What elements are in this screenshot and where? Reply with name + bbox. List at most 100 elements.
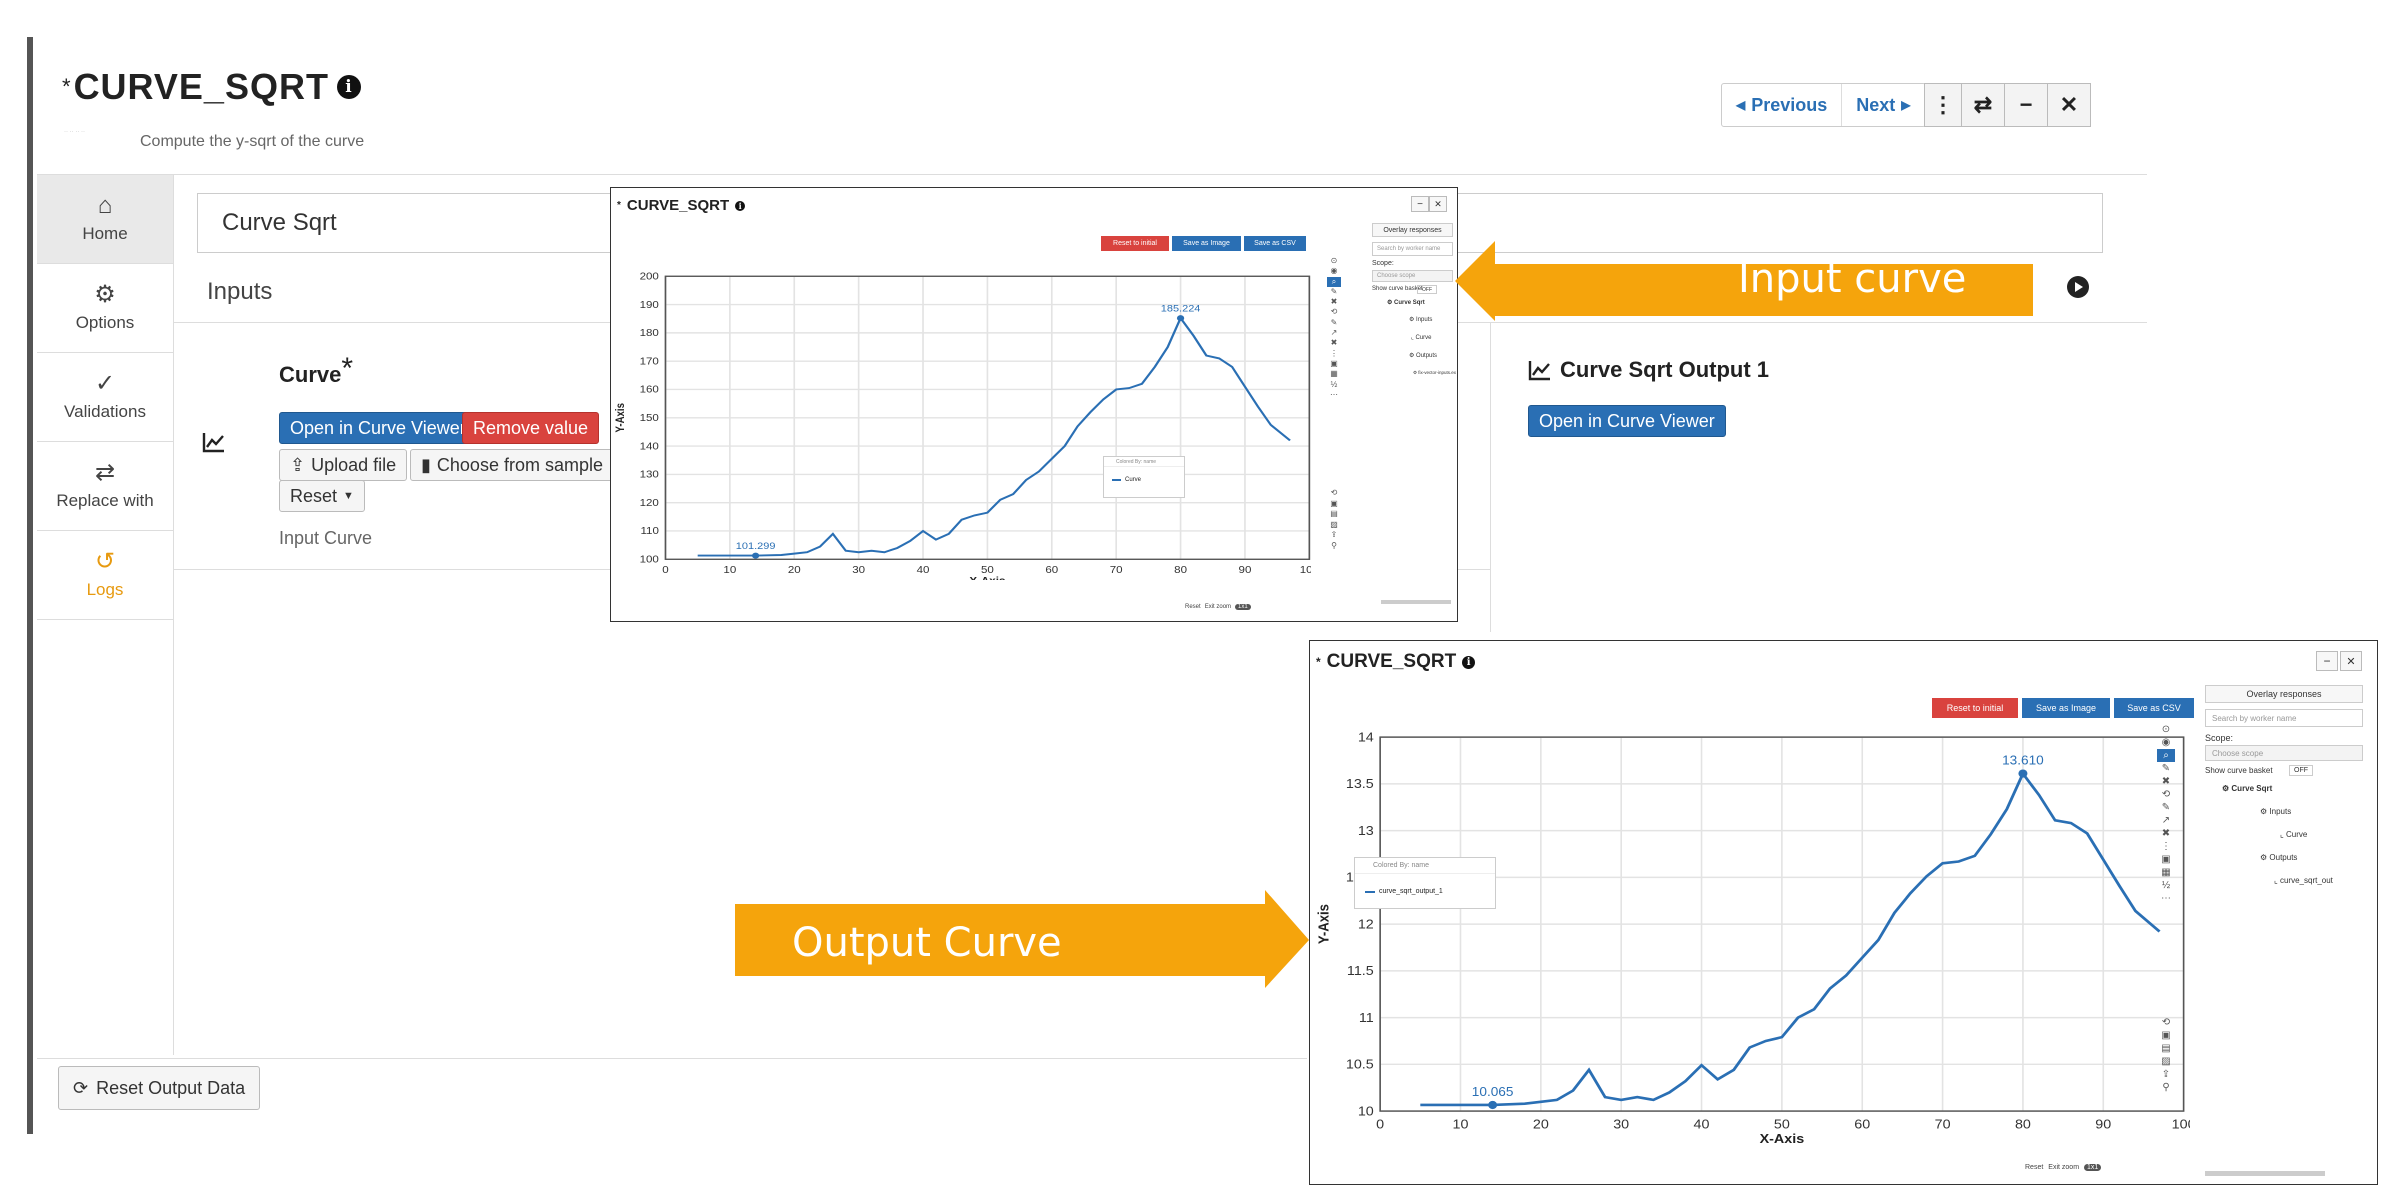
sidebar-item-label: Validations xyxy=(64,402,146,421)
x-tick-label: 10 xyxy=(723,565,736,576)
colored-by-header[interactable]: Colored By: name xyxy=(1355,858,1495,874)
tree-output-item-label: curve_sqrt_out xyxy=(2279,876,2333,885)
reset-dropdown-button[interactable]: Reset ▼ xyxy=(279,480,365,512)
marker-point xyxy=(2018,769,2028,778)
tree-input-item[interactable]: ⌞ Curve xyxy=(1411,334,1432,341)
tool-icon: ✎ xyxy=(1330,317,1338,327)
chart-line-icon: ⌞ xyxy=(1411,335,1414,341)
curve-basket-toggle[interactable]: OFF xyxy=(1417,285,1437,294)
chart-tool-strip[interactable]: ⊙ ◉ ⌕ ✎ ✖ ⟲ ✎ ↗ ✖ ⋮ ▣ ▦ ½ ⋯ xyxy=(1327,256,1341,400)
marker-point xyxy=(752,552,760,559)
modified-indicator: * xyxy=(617,200,621,211)
tree-scrollbar[interactable] xyxy=(1381,600,1451,604)
sidebar-item-replace-with[interactable]: ⇄ Replace with xyxy=(37,442,173,531)
tree-root[interactable]: ⚙ Curve Sqrt xyxy=(2222,784,2273,793)
refresh-icon: ⟳ xyxy=(73,1077,89,1098)
exit-zoom-button[interactable]: Exit zoom xyxy=(1204,604,1232,610)
legend-box[interactable]: Colored By: name Curve xyxy=(1103,456,1185,498)
sidebar-item-validations[interactable]: ✓ Validations xyxy=(37,353,173,442)
tree-root[interactable]: ⚙ Curve Sqrt xyxy=(1387,300,1425,306)
tool-icon: ⇪ xyxy=(2161,1069,2171,1080)
tree-output-item[interactable]: ⚙ fix-vector-inputs.ex xyxy=(1413,370,1457,375)
tree-inputs-label: Inputs xyxy=(2269,807,2292,816)
choose-from-sample-button[interactable]: ▮ Choose from sample xyxy=(410,449,614,481)
info-icon[interactable]: i xyxy=(735,200,746,211)
sidebar-item-options[interactable]: ⚙ Options xyxy=(37,264,173,353)
popup-title-text: CURVE_SQRT xyxy=(626,197,730,214)
sidebar-item-logs[interactable]: ↺ Logs xyxy=(37,531,173,620)
legend-item[interactable]: curve_sqrt_output_1 xyxy=(1365,888,1443,895)
sidebar-item-home[interactable]: ⌂ Home xyxy=(37,175,173,264)
legend-item[interactable]: Curve xyxy=(1112,477,1141,483)
scale-toggle[interactable]: 1x1 xyxy=(1235,604,1251,610)
minimize-button[interactable]: − xyxy=(2004,83,2048,127)
curve-basket-toggle[interactable]: OFF xyxy=(2289,765,2313,776)
popup-close-button[interactable]: ✕ xyxy=(2340,651,2362,671)
chart-reset-button[interactable]: Reset xyxy=(1185,604,1201,610)
tree-inputs-label: Inputs xyxy=(1416,317,1433,323)
window-left-edge xyxy=(27,37,33,1134)
curve-input-label: Curve* xyxy=(279,352,353,396)
previous-label: Previous xyxy=(1751,94,1828,115)
swap-button[interactable]: ⇄ xyxy=(1961,83,2005,127)
scope-select[interactable]: Choose scope xyxy=(1372,270,1453,282)
legend-box[interactable]: Colored By: name curve_sqrt_output_1 xyxy=(1354,857,1496,909)
overlay-responses-button[interactable]: Overlay responses xyxy=(1372,223,1453,237)
chart-tool-strip[interactable]: ⊙ ◉ ⌕ ✎ ✖ ⟲ ✎ ↗ ✖ ⋮ ▣ ▦ ½ ⋯ xyxy=(2157,723,2175,905)
popup-minimize-button[interactable]: − xyxy=(1411,196,1429,212)
x-axis-label: X-Axis xyxy=(969,576,1005,580)
worker-search-input[interactable]: Search by worker name xyxy=(1372,242,1453,256)
output-open-curve-viewer-button[interactable]: Open in Curve Viewer xyxy=(1528,405,1726,437)
output-title-text: Curve Sqrt Output 1 xyxy=(1560,357,1770,382)
colored-by-header[interactable]: Colored By: name xyxy=(1104,457,1184,467)
close-icon: ✕ xyxy=(2059,92,2079,117)
tree-inputs-node[interactable]: ⚙ Inputs xyxy=(1409,317,1433,323)
save-as-csv-button[interactable]: Save as CSV xyxy=(1244,236,1306,251)
tool-icon: ▤ xyxy=(1330,509,1338,518)
save-as-image-button[interactable]: Save as Image xyxy=(2022,698,2110,718)
chart-tool-strip-2[interactable]: ⟲ ▣ ▤ ▨ ⇪ ⚲ xyxy=(2157,1016,2175,1094)
tree-outputs-node[interactable]: ⚙ Outputs xyxy=(1409,353,1438,359)
scope-select[interactable]: Choose scope xyxy=(2205,745,2363,761)
info-icon[interactable]: i xyxy=(336,75,361,99)
chart-tool-strip-2[interactable]: ⟲ ▣ ▤ ▨ ⇪ ⚲ xyxy=(1327,488,1341,551)
next-button[interactable]: Next ▶ xyxy=(1842,84,1924,126)
popup-minimize-button[interactable]: − xyxy=(2316,651,2338,671)
tree-input-item[interactable]: ⌞ Curve xyxy=(2280,830,2307,839)
input-curve-banner-label: Input curve xyxy=(1738,256,1967,302)
tree-outputs-node[interactable]: ⚙ Outputs xyxy=(2260,853,2298,862)
chart-reset-button[interactable]: Reset xyxy=(2025,1164,2044,1171)
x-tick-label: 40 xyxy=(917,565,930,576)
tree-input-item-label: Curve xyxy=(1415,335,1432,341)
tree-inputs-node[interactable]: ⚙ Inputs xyxy=(2260,807,2292,816)
worker-search-input[interactable]: Search by worker name xyxy=(2205,709,2363,727)
upload-file-button[interactable]: ⇪ Upload file xyxy=(279,449,408,481)
series-line xyxy=(697,315,1291,557)
overlay-responses-button[interactable]: Overlay responses xyxy=(2205,685,2363,703)
close-button[interactable]: ✕ xyxy=(2047,83,2091,127)
tool-icon: ◉ xyxy=(2161,737,2171,748)
exit-zoom-button[interactable]: Exit zoom xyxy=(2048,1164,2080,1171)
scale-toggle[interactable]: 1x1 xyxy=(2084,1164,2102,1171)
x-tick-label: 90 xyxy=(2095,1117,2111,1131)
save-as-csv-button[interactable]: Save as CSV xyxy=(2114,698,2194,718)
save-as-image-button[interactable]: Save as Image xyxy=(1172,236,1241,251)
tool-icon: ⋮ xyxy=(2161,841,2171,852)
popup-close-button[interactable]: ✕ xyxy=(1429,196,1447,212)
y-tick-label: 140 xyxy=(640,441,659,452)
reset-to-initial-button[interactable]: Reset to initial xyxy=(1101,236,1169,251)
output-curve-chart[interactable]: 01020304050607080901001010.51111.51212.5… xyxy=(1310,676,2190,1146)
tree-scrollbar[interactable] xyxy=(2205,1171,2325,1176)
more-options-button[interactable]: ⋮ xyxy=(1924,83,1962,127)
chart-line-icon xyxy=(202,431,226,459)
open-curve-viewer-button[interactable]: Open in Curve Viewer xyxy=(279,412,477,444)
reset-output-data-button[interactable]: ⟳ Reset Output Data xyxy=(58,1066,261,1110)
caret-down-icon: ▼ xyxy=(343,490,354,502)
remove-value-button[interactable]: Remove value xyxy=(462,412,600,444)
run-icon[interactable] xyxy=(2067,276,2089,298)
input-curve-chart[interactable]: 0 10 20 30 40 50 60 70 80 90 100 100 110 120 130 140 150… xyxy=(611,210,1311,580)
tree-output-item[interactable]: ⌞ curve_sqrt_out xyxy=(2274,876,2333,885)
previous-button[interactable]: ◀ Previous xyxy=(1722,84,1843,126)
reset-to-initial-button[interactable]: Reset to initial xyxy=(1932,698,2018,718)
info-icon[interactable]: i xyxy=(1462,655,1476,669)
